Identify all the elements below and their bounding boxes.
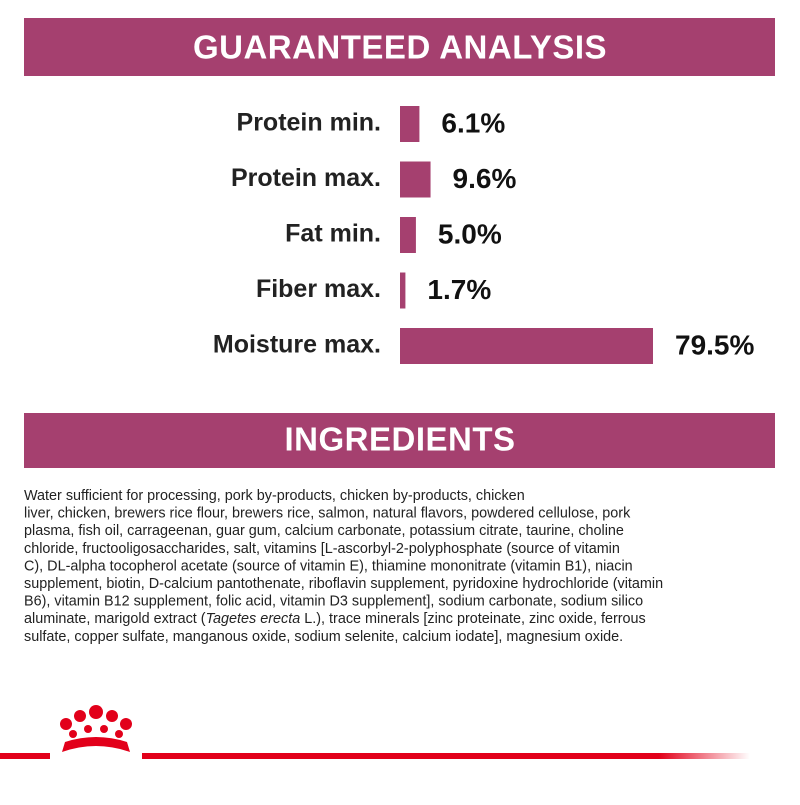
ingredient-text: L.), trace minerals [zinc proteinate, zi… xyxy=(300,611,646,627)
header-band xyxy=(24,18,775,76)
ingredient-line: sulfate, copper sulfate, manganous oxide… xyxy=(24,629,623,645)
category-label: Moisture max. xyxy=(213,331,381,359)
bar xyxy=(400,217,416,253)
logo-crown xyxy=(60,705,132,752)
ingredient-line: B6), vitamin B12 supplement, folic acid,… xyxy=(24,594,643,610)
value-label: 79.5% xyxy=(675,329,754,360)
ingredient-line: supplement, biotin, D-calcium pantothena… xyxy=(24,576,663,592)
bar xyxy=(400,161,431,198)
section-title: GUARANTEED ANALYSIS xyxy=(193,29,607,66)
ingredient-line: C), DL-alpha tocopherol acetate (source … xyxy=(24,558,633,574)
ingredient-text: aluminate, marigold extract ( xyxy=(24,611,206,627)
ingredient-text: Tagetes erecta xyxy=(206,611,301,627)
ingredient-line: Water sufficient for processing, pork by… xyxy=(24,488,525,504)
value-label: 1.7% xyxy=(427,274,491,305)
bar xyxy=(400,272,406,309)
header-band xyxy=(24,413,775,468)
category-label: Protein min. xyxy=(237,109,381,137)
value-label: 5.0% xyxy=(438,218,502,249)
ingredient-line: liver, chicken, brewers rice flour, brew… xyxy=(24,506,631,522)
value-label: 9.6% xyxy=(453,163,517,194)
bar xyxy=(400,328,653,364)
category-label: Fiber max. xyxy=(256,275,381,303)
category-label: Protein max. xyxy=(231,164,381,192)
ingredient-line: aluminate, marigold extract (Tagetes ere… xyxy=(24,611,646,627)
ingredient-line: plasma, fish oil, carrageenan, guar gum,… xyxy=(24,523,624,539)
bar xyxy=(400,106,420,142)
value-label: 6.1% xyxy=(441,107,505,138)
section-title: INGREDIENTS xyxy=(284,421,515,458)
rule-line xyxy=(0,753,50,759)
rule-line xyxy=(142,753,750,759)
category-label: Fat min. xyxy=(285,220,381,248)
ingredient-line: chloride, fructooligosaccharides, salt, … xyxy=(24,541,620,557)
